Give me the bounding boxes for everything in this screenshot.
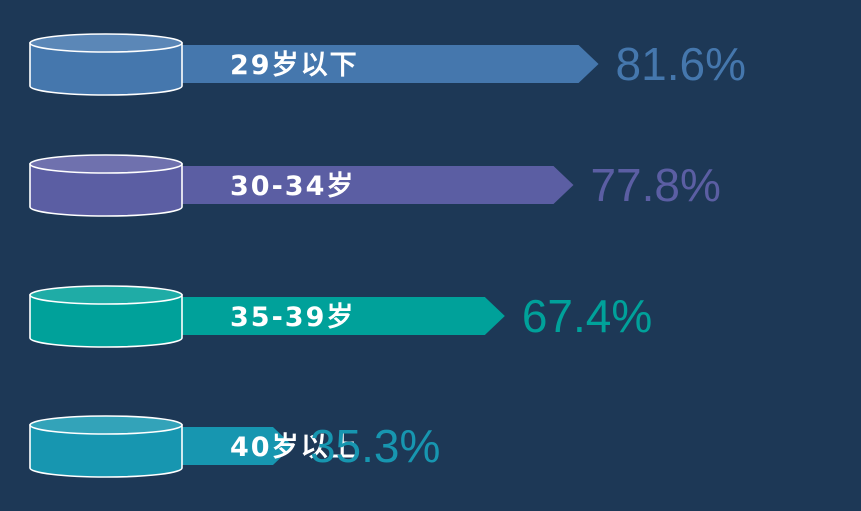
category-label: 30-34岁 xyxy=(230,171,355,202)
bar-row: 29岁以下 81.6% xyxy=(29,33,746,96)
cylinder-top xyxy=(29,154,183,174)
cylinder-body xyxy=(29,42,183,96)
bar xyxy=(182,45,599,83)
category-label: 29岁以下 xyxy=(230,50,359,81)
cylinder-body xyxy=(29,294,183,348)
bar xyxy=(182,166,574,204)
bar-row: 30-34岁 77.8% xyxy=(29,154,721,217)
cylinder-body xyxy=(29,163,183,217)
value-label: 77.8% xyxy=(590,159,720,211)
value-label: 81.6% xyxy=(616,38,746,90)
cylinder-top xyxy=(29,285,183,305)
category-label: 35-39岁 xyxy=(230,302,355,333)
category-label: 40岁以上 xyxy=(230,432,359,463)
value-label: 35.3% xyxy=(310,420,440,472)
value-label: 67.4% xyxy=(522,290,652,342)
cylinder-top xyxy=(29,415,183,435)
bar xyxy=(182,297,505,335)
cylinder-top xyxy=(29,33,183,53)
bar xyxy=(182,427,293,465)
bar-row: 35-39岁 67.4% xyxy=(29,285,652,348)
cylinder-body xyxy=(29,424,183,478)
